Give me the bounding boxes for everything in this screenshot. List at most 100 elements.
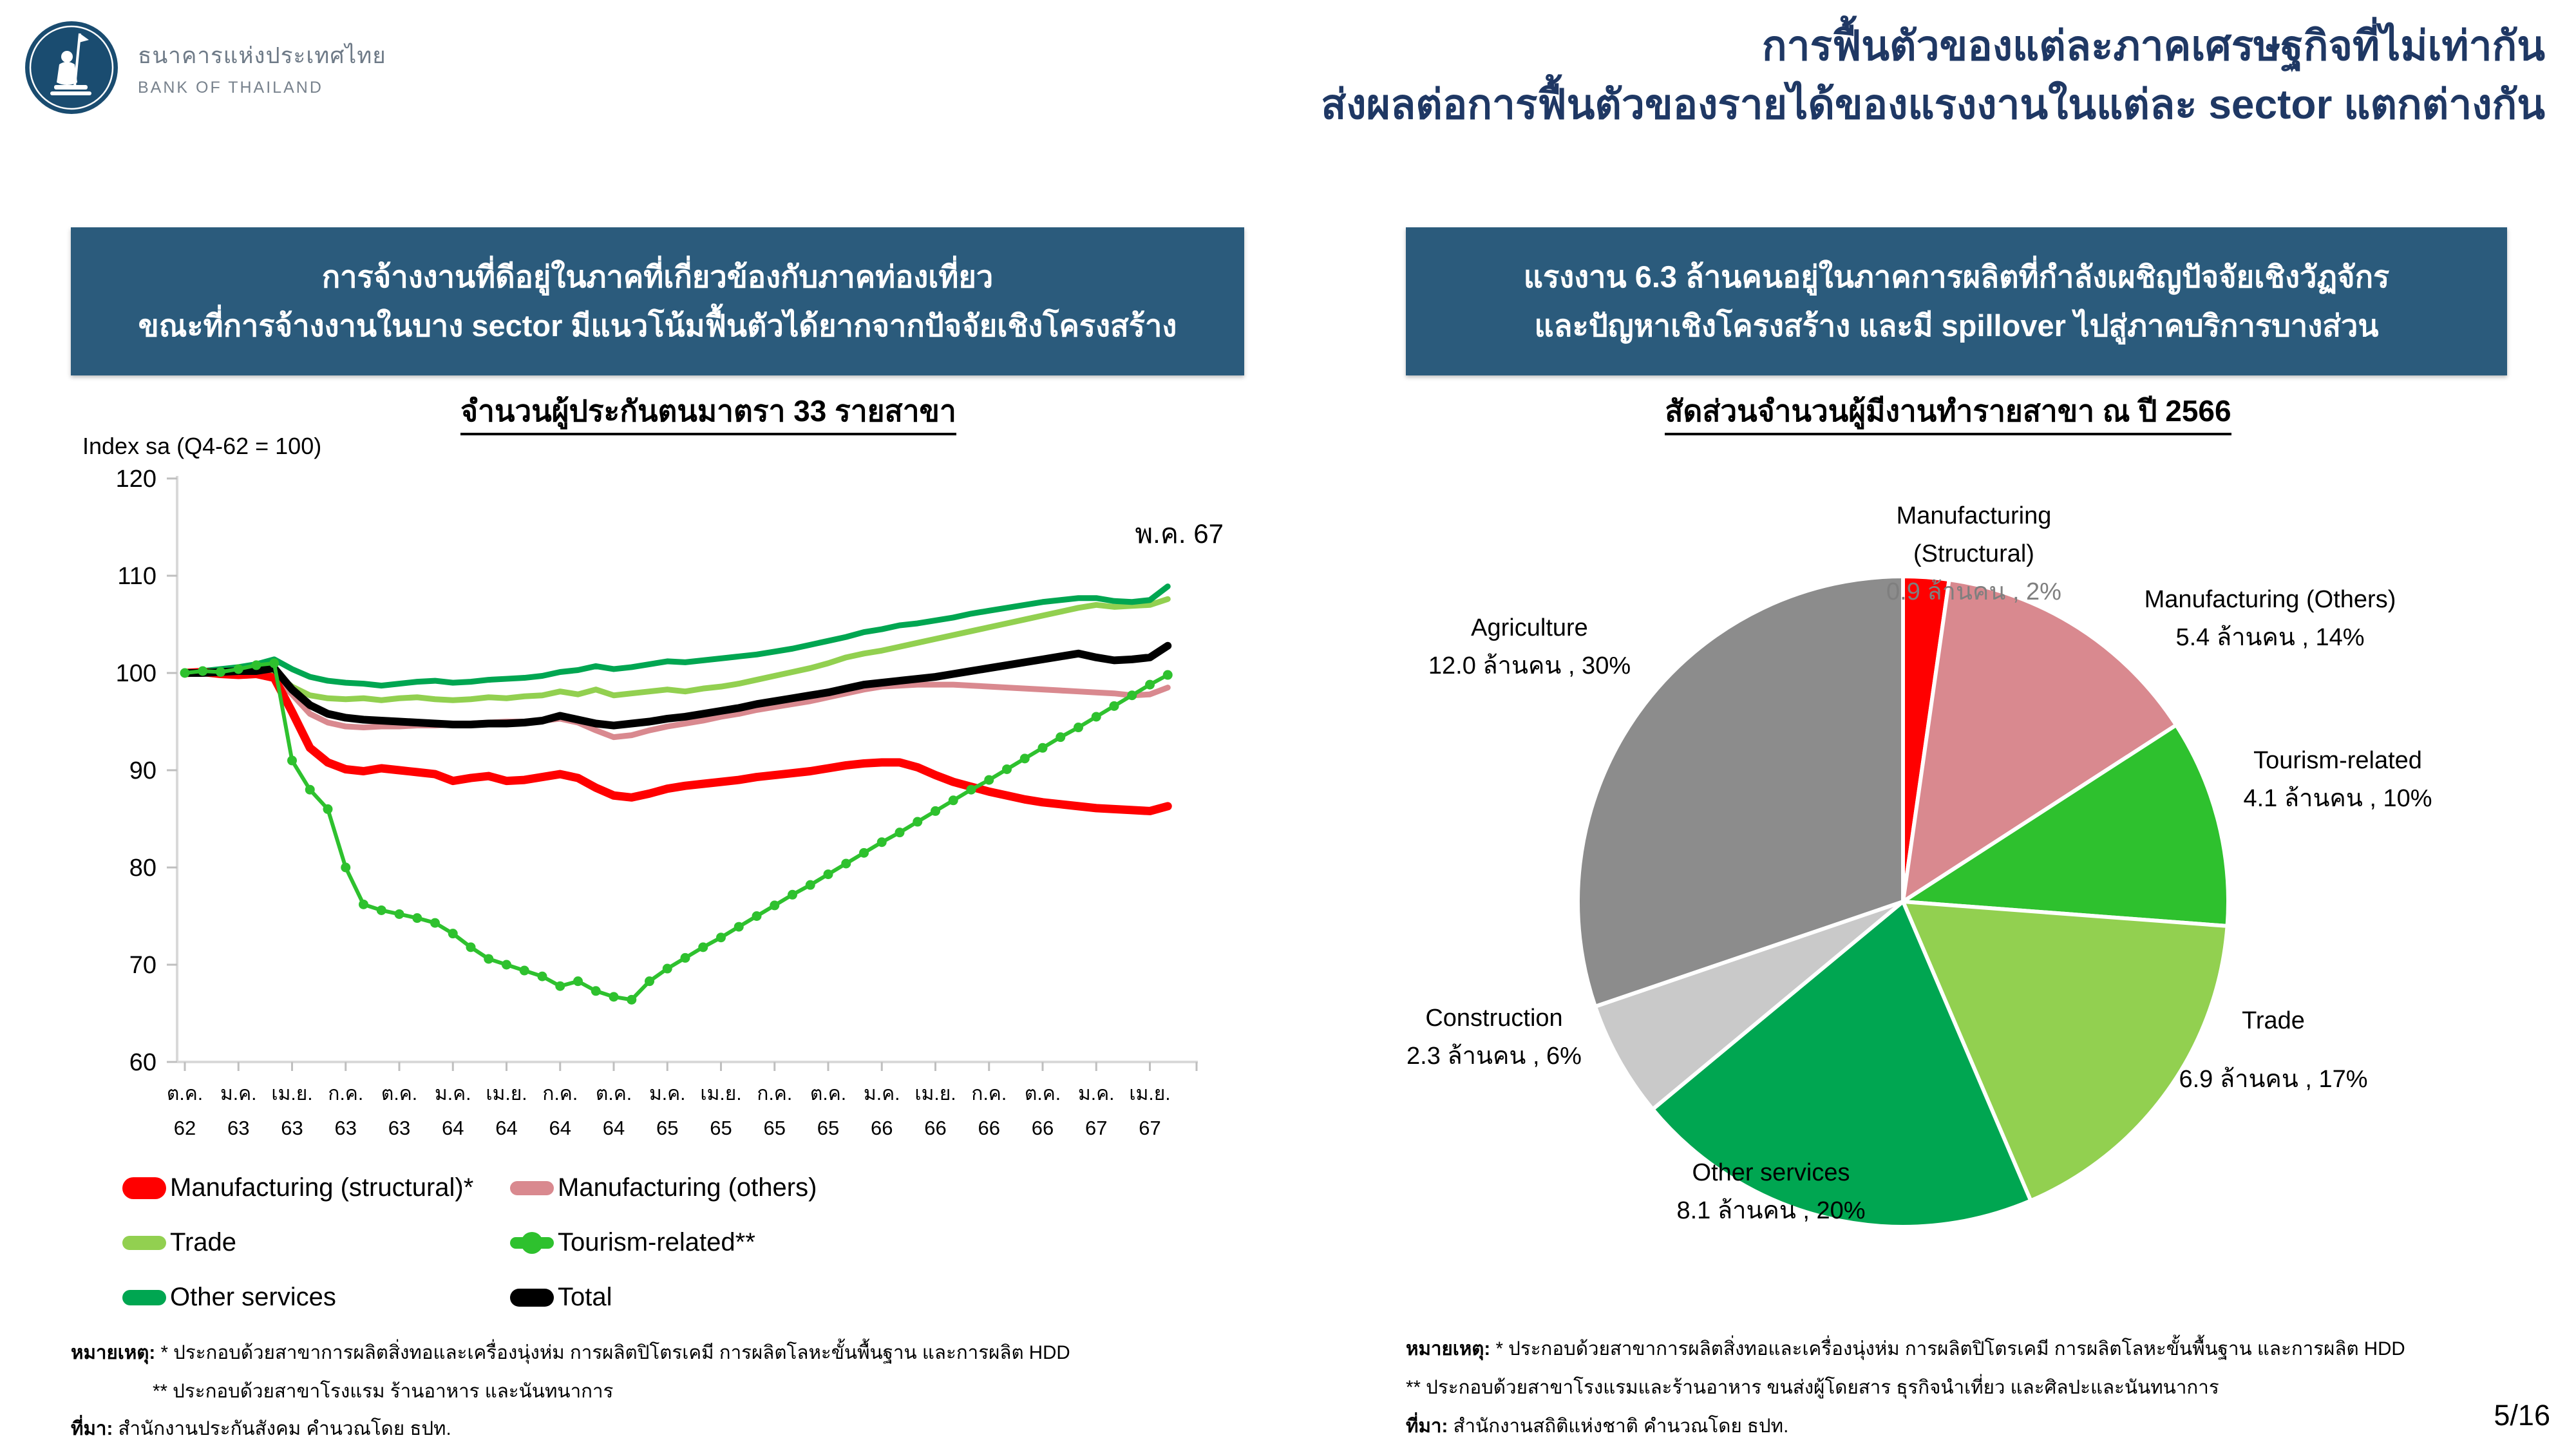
series-marker-tourism-related [913,817,923,827]
series-marker-tourism-related [1091,712,1101,722]
series-marker-tourism-related [662,963,672,974]
y-tick-label: 110 [117,563,156,590]
series-marker-tourism-related [555,981,565,991]
pie-label-other-services: Other services 8.1 ล้านคน , 20% [1676,1159,1866,1224]
series-marker-tourism-related [1162,670,1173,680]
slide-title-line2: ส่งผลต่อการฟื้นตัวของรายได้ของแรงงานในแต… [1321,80,2545,128]
x-tick-year: 63 [227,1117,249,1139]
x-tick-year: 64 [495,1117,517,1139]
slide-title: การฟื้นตัวของแต่ละภาคเศรษฐกิจที่ไม่เท่าก… [806,17,2545,134]
x-tick-month: เม.ย. [271,1083,312,1104]
series-line-other-services [182,583,1171,689]
x-tick-year: 64 [442,1117,464,1139]
legend-label: Tourism-related** [558,1228,755,1256]
x-tick-month: ต.ค. [381,1083,417,1104]
x-tick-year: 66 [924,1117,946,1139]
x-tick-year: 65 [764,1117,786,1139]
legend-swatch-icon [122,1177,166,1199]
series-marker-tourism-related [216,667,225,677]
series-marker-tourism-related [1109,701,1119,711]
legend-swatch-icon [510,1231,554,1254]
x-tick-month: เม.ย. [1129,1083,1170,1104]
left-banner-line1: การจ้างงานที่ดีอยู่ในภาคที่เกี่ยวข้องกับ… [321,259,994,294]
x-tick-year: 65 [710,1117,732,1139]
pie-chart [1576,574,2230,1229]
x-tick-year: 65 [656,1117,678,1139]
x-tick-month: ต.ค. [596,1083,632,1104]
pie-label-agriculture: Agriculture 12.0 ล้านคน , 30% [1428,614,1631,679]
series-marker-tourism-related [931,806,940,816]
legend-label: Other services [170,1283,336,1311]
x-tick-month: ก.ค. [328,1083,363,1104]
y-tick-label: 100 [116,660,156,687]
series-marker-tourism-related [1037,743,1048,753]
x-tick-month: ต.ค. [810,1083,846,1104]
right-source: ที่มา: สำนักงานสถิติแห่งชาติ คำนวณโดย ธป… [1406,1416,1789,1437]
series-marker-tourism-related [1145,679,1155,690]
pie-label-manufacturing-structural: Manufacturing (Structural) 0.9 ล้านคน , … [1886,502,2061,605]
x-tick-month: เม.ย. [914,1083,956,1104]
series-marker-tourism-related [752,911,762,921]
left-banner-line2: ขณะที่การจ้างงานในบาง sector มีแนวโน้มฟื… [138,308,1177,343]
y-tick-label: 120 [116,466,156,493]
x-tick-month: ต.ค. [1025,1083,1061,1104]
pie-slice-other-services [1651,900,2033,1229]
pie-chart-title: สัดส่วนจำนวนผู้มีงานทำรายสาขา ณ ปี 2566 [1533,388,2363,435]
series-marker-tourism-related [251,660,261,670]
x-tick-month: ต.ค. [167,1083,203,1104]
legend-swatch-icon [122,1235,166,1250]
series-marker-tourism-related [1074,723,1083,733]
legend-swatch-icon [122,1289,166,1305]
x-tick-month: เม.ย. [700,1083,741,1104]
series-marker-tourism-related [1056,732,1066,743]
y-axis-note: Index sa (Q4-62 = 100) [82,433,322,459]
left-footnote-2: ** ประกอบด้วยสาขาโรงแรม ร้านอาหาร และนัน… [153,1381,614,1402]
series-marker-tourism-related [394,909,404,919]
series-marker-tourism-related [484,954,494,964]
legend-label: Manufacturing (others) [558,1173,817,1202]
latest-month-annotation: พ.ค. 67 [1135,518,1224,549]
legend-item-tourism-related: Tourism-related** [510,1228,817,1257]
series-marker-tourism-related [430,918,440,928]
series-marker-tourism-related [698,942,708,952]
x-tick-month: ก.ค. [971,1083,1007,1104]
series-marker-tourism-related [198,666,208,676]
pie-slice-construction [1593,900,1905,1112]
series-marker-tourism-related [502,960,511,970]
line-chart-legend: Manufacturing (structural)* Manufacturing… [122,1160,817,1325]
series-line-manufacturing-structural [180,667,1172,815]
x-tick-year: 63 [388,1117,410,1139]
x-tick-month: ม.ค. [435,1083,471,1104]
series-marker-tourism-related [359,899,368,909]
x-tick-month: ม.ค. [220,1083,257,1104]
series-line-trade [182,596,1171,703]
series-marker-tourism-related [1002,764,1012,774]
series-marker-tourism-related [680,952,690,963]
pie-slice-agriculture [1576,574,1905,1009]
x-tick-year: 64 [603,1117,625,1139]
series-marker-tourism-related [948,795,958,806]
series-marker-tourism-related [412,913,422,923]
x-tick-year: 65 [817,1117,839,1139]
right-banner: แรงงาน 6.3 ล้านคนอยู่ในภาคการผลิตที่กำลั… [1406,227,2507,375]
series-marker-tourism-related [984,775,994,785]
x-tick-year: 62 [174,1117,196,1139]
series-marker-tourism-related [859,848,869,858]
series-marker-tourism-related [287,755,297,766]
x-tick-month: ก.ค. [542,1083,578,1104]
slide-title-line1: การฟื้นตัวของแต่ละภาคเศรษฐกิจที่ไม่เท่าก… [1761,23,2545,69]
series-marker-tourism-related [609,992,619,1002]
series-marker-tourism-related [966,784,976,795]
x-tick-year: 66 [978,1117,1000,1139]
series-marker-tourism-related [233,664,243,674]
series-line-total [181,641,1172,730]
series-marker-tourism-related [180,668,190,678]
y-tick-label: 70 [129,952,156,979]
left-source: ที่มา: สำนักงานประกันสังคม คำนวณโดย ธปท. [71,1418,451,1439]
series-marker-tourism-related [591,986,601,996]
line-chart: 60 70 80 90 100 110 120 ต.ค. 62 ม.ค. 63 เม.ย. 63 ก.ค.… [116,466,1198,1139]
x-tick-year: 64 [549,1117,571,1139]
series-marker-tourism-related [305,784,315,795]
legend-label: Manufacturing (structural)* [170,1173,474,1202]
legend-item-total: Total [510,1283,817,1312]
